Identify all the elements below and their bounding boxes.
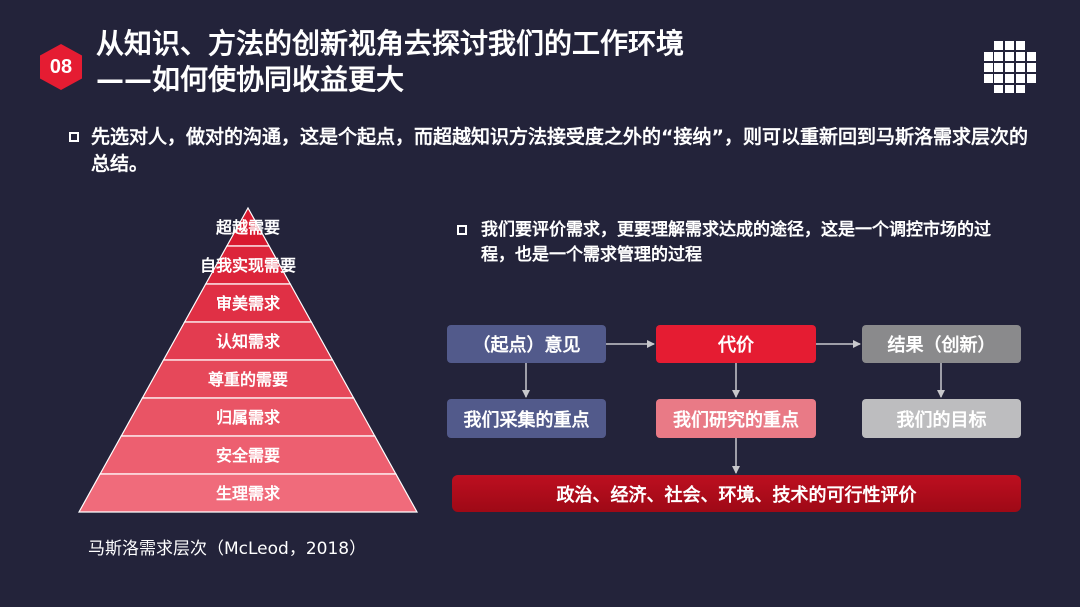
title-line-2: ——如何使协同收益更大 bbox=[96, 63, 405, 96]
grid-icon[interactable] bbox=[984, 41, 1036, 93]
intro-bullet: 先选对人，做对的沟通，这是个起点，而超越知识方法接受度之外的“接纳”，则可以重新… bbox=[69, 124, 1029, 178]
flow-collect-box: 我们采集的重点 bbox=[447, 399, 606, 438]
flow-opinion-box: （起点）意见 bbox=[447, 325, 606, 363]
slide-number: 08 bbox=[49, 56, 73, 78]
flow-cost-box: 代价 bbox=[656, 325, 816, 363]
feasibility-evaluation-bar: 政治、经济、社会、环境、技术的可行性评价 bbox=[452, 475, 1021, 512]
intro-text: 先选对人，做对的沟通，这是个起点，而超越知识方法接受度之外的“接纳”，则可以重新… bbox=[91, 126, 1028, 175]
flow-research-box: 我们研究的重点 bbox=[656, 399, 816, 438]
pyramid-level-label: 归属需求 bbox=[216, 408, 281, 427]
pyramid-caption: 马斯洛需求层次（McLeod，2018） bbox=[88, 539, 367, 559]
square-bullet-icon bbox=[69, 132, 79, 142]
pyramid-level-label: 生理需求 bbox=[216, 484, 281, 503]
pyramid-level-label: 认知需求 bbox=[216, 332, 281, 351]
evaluation-text: 我们要评价需求，更要理解需求达成的途径，这是一个调控市场的过程，也是一个需求管理… bbox=[481, 220, 991, 265]
title-line-1: 从知识、方法的创新视角去探讨我们的工作环境 bbox=[96, 27, 685, 60]
slide-number-badge: 08 bbox=[37, 42, 85, 92]
evaluation-bullet: 我们要评价需求，更要理解需求达成的途径，这是一个调控市场的过程，也是一个需求管理… bbox=[457, 218, 1017, 268]
flow-goal-box: 我们的目标 bbox=[862, 399, 1021, 438]
pyramid-level-label: 超越需要 bbox=[215, 218, 280, 237]
slide-title: 从知识、方法的创新视角去探讨我们的工作环境 ——如何使协同收益更大 bbox=[96, 26, 684, 98]
flow-result-box: 结果（创新） bbox=[862, 325, 1021, 363]
pyramid-level-label: 自我实现需要 bbox=[200, 256, 296, 275]
pyramid-level-label: 尊重的需要 bbox=[208, 370, 288, 389]
hexagon-badge-icon bbox=[40, 44, 82, 90]
pyramid-level-label: 审美需求 bbox=[216, 294, 281, 313]
square-bullet-icon bbox=[457, 225, 467, 235]
pyramid-level-8 bbox=[78, 473, 418, 513]
pyramid-level-label: 安全需要 bbox=[216, 446, 280, 465]
